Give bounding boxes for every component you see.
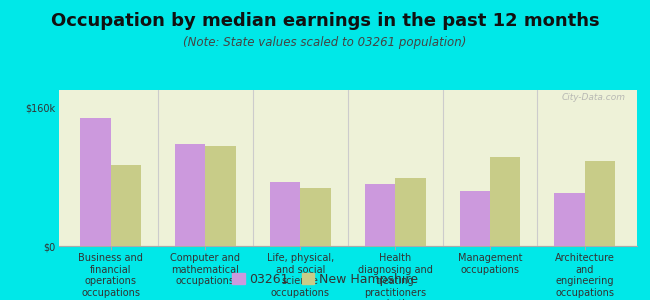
Text: Occupation by median earnings in the past 12 months: Occupation by median earnings in the pas… xyxy=(51,12,599,30)
Bar xyxy=(554,193,585,246)
Bar xyxy=(205,146,236,246)
Bar xyxy=(270,182,300,246)
Bar xyxy=(175,144,205,246)
Bar xyxy=(365,184,395,246)
Text: City-Data.com: City-Data.com xyxy=(562,93,625,102)
Bar xyxy=(490,157,521,246)
Bar xyxy=(300,188,331,246)
Text: (Note: State values scaled to 03261 population): (Note: State values scaled to 03261 popu… xyxy=(183,36,467,49)
Legend: 03261, New Hampshire: 03261, New Hampshire xyxy=(227,268,423,291)
Bar xyxy=(81,118,110,246)
Bar xyxy=(585,161,615,246)
Bar xyxy=(395,178,426,246)
Bar xyxy=(111,165,141,246)
Bar xyxy=(460,190,490,246)
